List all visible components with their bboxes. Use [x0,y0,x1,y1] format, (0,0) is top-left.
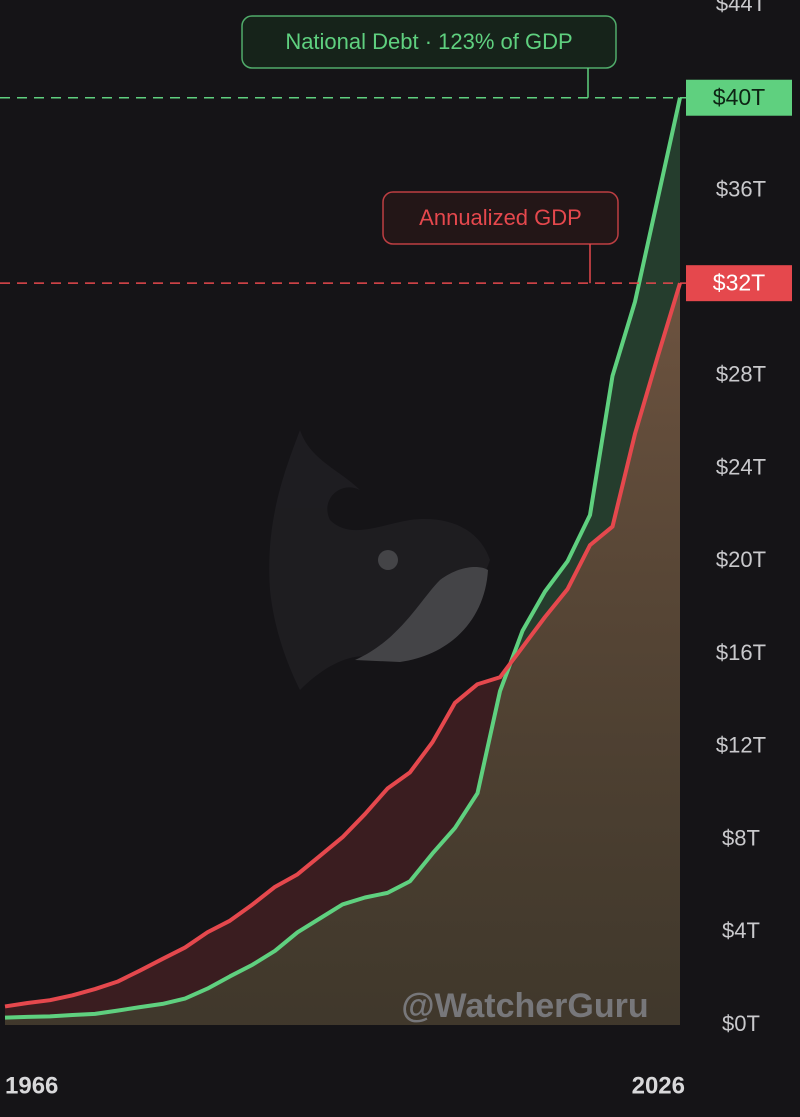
callout-box [382,191,619,245]
y-tick-label: $44T [716,0,766,16]
y-tick-label: $24T [716,454,766,479]
logo-eye [378,550,398,570]
y-tick-label: $0T [722,1011,760,1036]
y-tick-label: $36T [716,176,766,201]
end-label: $32T [713,269,765,295]
series-line [4,97,682,1020]
end-badge [686,265,792,302]
logo-fin [355,567,488,662]
end-badge [686,79,792,116]
series-line [4,282,682,1009]
watermark: @WatcherGuru [401,987,648,1025]
y-tick-label: $4T [722,918,760,943]
plot-area [4,97,682,1025]
x-tick-label: 2026 [632,1072,685,1099]
logo [269,430,490,690]
legend-label: National Debt · 123% of GDP [285,29,572,54]
y-tick-label: $12T [716,733,766,758]
area-overlap [5,283,680,1025]
y-tick-label: $8T [722,825,760,850]
y-tick-label: $20T [716,547,766,572]
legend-label: Annualized GDP [419,205,582,230]
x-tick-label: 1966 [5,1072,58,1099]
callout-box [241,15,617,69]
end-label: $40T [713,84,765,110]
y-tick-label: $28T [716,362,766,387]
y-tick-label: $16T [716,640,766,665]
